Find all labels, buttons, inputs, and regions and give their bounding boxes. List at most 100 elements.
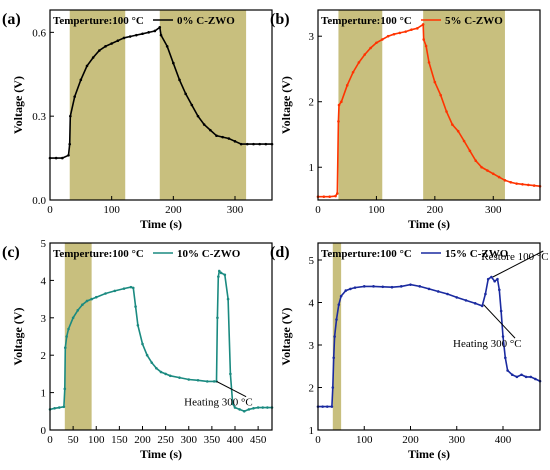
data-point [362,285,366,288]
x-tick-label: 400 [227,434,244,446]
panel-a: 0 100 200 300 0.0 0.3 0.6 Time (s) Voltage (V) (a… [2,9,274,231]
data-point [104,45,107,48]
data-point [375,41,378,45]
data-point [515,182,518,185]
y-tick-label: 1 [41,388,47,400]
data-point [227,137,231,140]
x-tick-label: 300 [227,204,244,216]
data-point [496,277,499,281]
data-point [196,114,200,118]
annotation-text: Restore 100 °C [481,251,548,263]
data-point [216,316,219,320]
data-point [532,184,536,187]
data-point [372,285,375,288]
data-point [451,123,454,126]
data-point [258,142,261,146]
data-point [409,283,412,286]
data-point [91,56,95,59]
data-point [490,275,493,279]
data-point [153,29,157,33]
data-point [187,378,191,381]
data-point [122,287,126,290]
data-point [504,356,507,360]
data-point [226,297,230,301]
data-point [445,110,448,113]
x-axis-label: Time (s) [408,217,450,231]
y-tick-label: 3 [309,31,315,43]
data-point [134,305,137,308]
data-point [480,165,483,169]
y-axis-label: Voltage (V) [279,76,293,134]
legend-label: 15% C-ZWO [445,248,509,260]
data-point [527,183,530,187]
data-point [386,34,390,38]
plot-frame [49,242,273,431]
data-point [353,286,357,289]
data-point [196,378,200,382]
data-point [256,406,260,409]
data-point [85,64,89,68]
data-point [65,335,68,338]
y-tick-label: 5 [309,255,315,267]
annotation-arrow [492,250,544,278]
x-tick-label: 100 [368,204,385,216]
data-point [261,406,265,409]
x-tick-label: 0 [315,204,321,216]
y-tick-label: 0.3 [32,111,46,123]
x-tick-label: 100 [103,204,120,216]
data-point [335,318,338,321]
annotation-arrow [483,304,516,339]
temperature-annotation: Temperture:100 °C [53,15,144,27]
data-point [337,120,340,123]
data-point [90,297,93,301]
data-point [79,78,83,82]
data-point [246,142,249,146]
data-point [209,128,212,132]
data-point [501,335,505,338]
x-tick-label: 300 [181,434,198,446]
data-point [94,295,98,299]
plot-frame [317,242,541,431]
shaded-region-1 [423,10,505,200]
data-point [328,195,331,199]
plot-frame [49,9,273,201]
data-point [104,292,107,295]
y-tick-label: 1 [309,162,315,174]
data-point [436,290,440,293]
data-point [524,375,528,379]
data-point [81,303,84,307]
data-point [520,373,523,377]
panel-d: 0 100 200 300 400 1 2 3 4 5 Time (s) Voltage (V) (d)… [270,242,549,461]
data-point [381,285,385,289]
data-point [63,387,67,391]
data-point [135,33,138,37]
data-point [515,375,519,379]
data-point [404,30,407,33]
data-point [231,402,234,406]
data-point [456,129,460,133]
data-point [141,342,144,346]
data-point [67,153,70,157]
data-point [62,405,66,409]
data-point [57,406,61,409]
data-point [340,100,343,104]
data-point [410,28,413,31]
data-point [76,309,80,312]
data-point [534,377,537,381]
data-point [468,149,472,153]
x-tick-label: 0 [315,434,321,446]
data-point [399,285,403,288]
data-point [464,299,468,302]
data-point [498,288,501,292]
data-point [422,38,426,41]
data-point [325,405,329,408]
data-point [521,182,524,186]
data-point [321,405,324,408]
x-tick-label: 0 [47,434,53,446]
data-point [239,142,243,146]
data-point [484,292,487,296]
y-axis-label: Voltage (V) [11,76,25,134]
data-point [427,287,431,291]
x-tick-label: 400 [495,434,512,446]
